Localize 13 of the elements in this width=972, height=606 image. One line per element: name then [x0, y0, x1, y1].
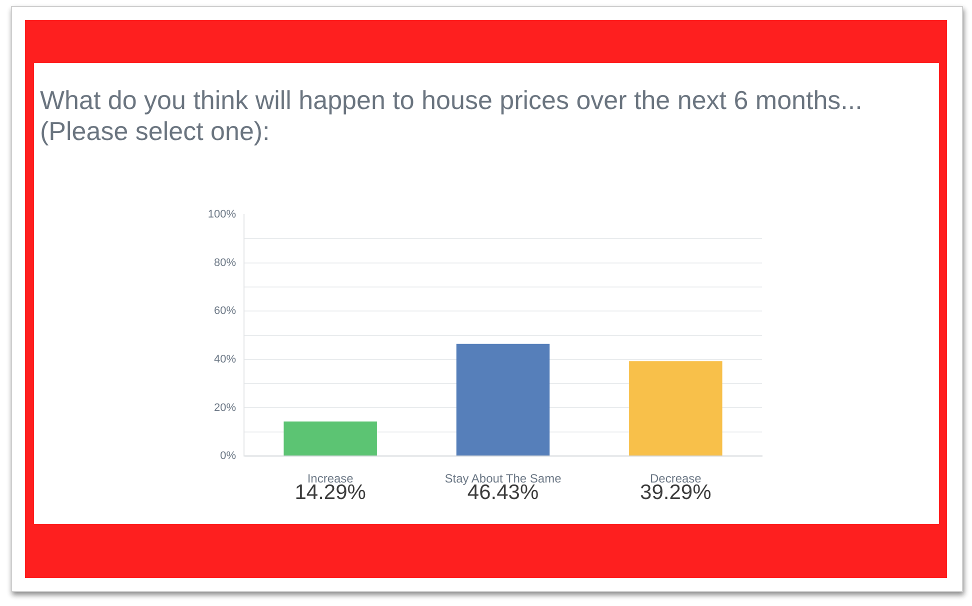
- x-tick-label: Stay About The Same: [444, 472, 562, 486]
- bar: [284, 422, 377, 456]
- bar: [456, 344, 550, 456]
- y-tick-label: 20%: [214, 402, 236, 414]
- bar: [629, 361, 722, 456]
- y-tick-label: 40%: [214, 353, 236, 366]
- y-tick-label: 80%: [214, 256, 236, 269]
- x-tick-label: Decrease: [650, 472, 702, 486]
- x-tick-label: Increase: [307, 472, 354, 486]
- chart-title: What do you think will happen to house prices over the next 6 months... (Please select one):: [40, 85, 864, 147]
- y-tick-label: 0%: [220, 450, 236, 462]
- y-tick-label: 100%: [208, 208, 236, 221]
- y-tick-label: 60%: [214, 305, 236, 318]
